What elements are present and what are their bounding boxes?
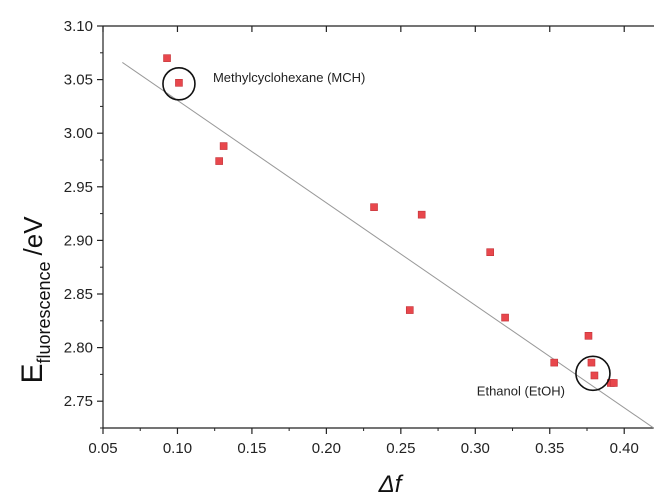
x-axis-title: Δf — [378, 471, 404, 498]
data-point — [588, 359, 595, 366]
x-tick-label: 0.25 — [386, 440, 415, 457]
x-tick-label: 0.05 — [88, 440, 117, 457]
data-point — [175, 79, 182, 86]
y-tick-label: 2.80 — [64, 340, 93, 357]
y-tick-label: 3.10 — [64, 18, 93, 35]
y-axis-title-unit: /eV — [18, 216, 48, 256]
data-point — [371, 204, 378, 211]
y-tick-label: 2.90 — [64, 232, 93, 249]
data-point — [487, 249, 494, 256]
data-point — [220, 143, 227, 150]
data-point — [164, 55, 171, 62]
y-tick-label: 2.85 — [64, 286, 93, 303]
linear-fit-line — [122, 62, 654, 433]
etoh-annotation-label: Ethanol (EtOH) — [477, 383, 565, 398]
y-axis-title-subscript: fluorescence — [34, 261, 54, 363]
y-axis-title-main: E — [16, 364, 49, 384]
x-tick-label: 0.35 — [535, 440, 564, 457]
data-points — [164, 55, 618, 387]
data-point — [216, 158, 223, 165]
data-point — [585, 332, 592, 339]
x-tick-label: 0.30 — [461, 440, 490, 457]
axis-titles: Δf Efluorescence/eV — [16, 216, 404, 498]
x-tick-label: 0.10 — [163, 440, 192, 457]
data-point — [406, 307, 413, 314]
y-axis-title: Efluorescence/eV — [16, 216, 54, 384]
y-tick-label: 2.95 — [64, 179, 93, 196]
data-point — [551, 359, 558, 366]
y-tick-label: 3.05 — [64, 72, 93, 89]
data-point — [610, 379, 617, 386]
y-tick-label: 3.00 — [64, 125, 93, 142]
x-tick-label: 0.40 — [610, 440, 639, 457]
data-point — [591, 372, 598, 379]
data-point — [502, 314, 509, 321]
annotations: Methylcyclohexane (MCH) Ethanol (EtOH) — [163, 68, 610, 399]
mch-annotation-label: Methylcyclohexane (MCH) — [213, 70, 365, 85]
x-tick-label: 0.15 — [237, 440, 266, 457]
x-tick-label: 0.20 — [312, 440, 341, 457]
fit-line-layer — [122, 62, 654, 433]
data-point — [418, 211, 425, 218]
y-tick-label: 2.75 — [64, 393, 93, 410]
